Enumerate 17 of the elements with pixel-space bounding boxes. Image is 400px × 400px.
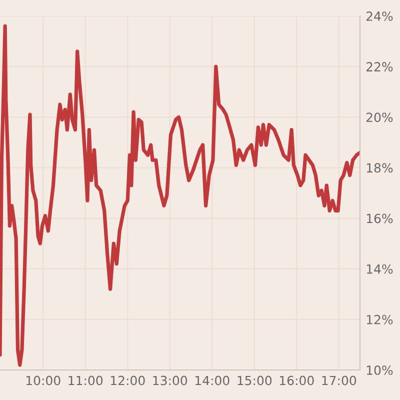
x-tick-label: 12:00: [110, 376, 145, 386]
x-tick-label: 11:00: [68, 376, 103, 386]
x-tick-label: 14:00: [195, 376, 230, 386]
x-tick-label: 10:00: [26, 376, 60, 386]
x-tick-label: 15:00: [238, 376, 272, 386]
x-tick-label: 13:00: [153, 376, 188, 386]
y-tick-label: 22%: [366, 62, 393, 72]
y-tick-label: 20%: [366, 112, 393, 122]
x-tick-label: 16:00: [280, 376, 314, 386]
y-tick-label: 16%: [366, 214, 393, 224]
y-tick-label: 14%: [366, 264, 393, 274]
y-tick-label: 24%: [366, 11, 393, 21]
y-tick-label: 10%: [366, 365, 393, 375]
x-tick-label: 17:00: [322, 376, 356, 386]
line-series: [0, 24, 360, 367]
y-tick-label: 18%: [366, 163, 393, 173]
y-tick-label: 12%: [366, 314, 393, 324]
